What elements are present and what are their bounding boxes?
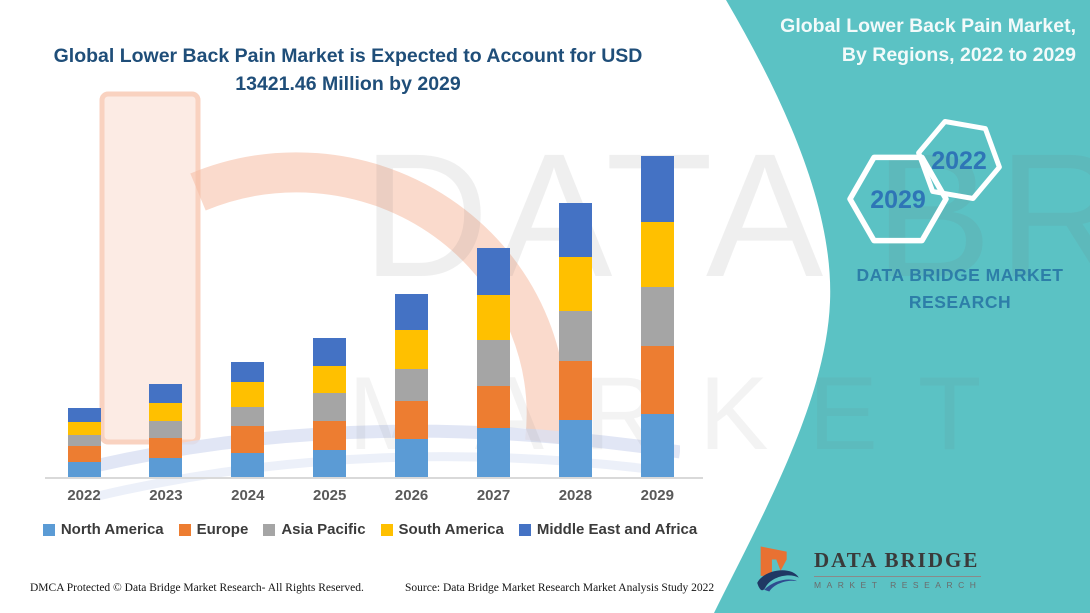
bar-segment-2025-europe (313, 421, 347, 450)
footer-dmca-text: DMCA Protected © Data Bridge Market Rese… (30, 582, 364, 594)
legend-swatch (263, 523, 276, 536)
x-axis-label-2026: 2026 (394, 487, 429, 504)
bar-segment-2024-south-america (231, 382, 265, 407)
x-axis-line (45, 477, 703, 479)
bar-segment-2026-europe (395, 401, 429, 439)
bar-segment-2026-middle-east-and-africa (395, 294, 429, 331)
bar-segment-2022-europe (67, 446, 101, 462)
x-axis-label-2028: 2028 (558, 487, 593, 504)
bar-segment-2023-europe (149, 438, 183, 458)
bar-segment-2023-south-america (149, 403, 183, 421)
legend-swatch (518, 523, 531, 536)
bar-segment-2029-south-america (640, 222, 674, 287)
legend-label: South America (398, 521, 504, 538)
legend-item-asia-pacific: Asia Pacific (263, 521, 366, 538)
bar-segment-2028-middle-east-and-africa (558, 203, 592, 258)
bar-segment-2027-asia-pacific (477, 340, 510, 386)
databridge-logo: DATA BRIDGE MARKET RESEARCH (752, 540, 982, 598)
bar-segment-2025-middle-east-and-africa (313, 338, 347, 366)
x-axis-label-2023: 2023 (149, 487, 183, 504)
bar-segment-2027-middle-east-and-africa (477, 248, 510, 296)
panel-title: Global Lower Back Pain Market, By Region… (780, 15, 1076, 67)
hexagon-years-graphic: 2029 2022 (847, 118, 1002, 244)
bar-segment-2029-middle-east-and-africa (640, 156, 674, 223)
bar-segment-2026-asia-pacific (395, 369, 429, 402)
bar-segment-2022-south-america (67, 422, 101, 435)
bar-segment-2023-asia-pacific (149, 421, 183, 438)
databridge-logo-text: DATA BRIDGE MARKET RESEARCH (814, 540, 982, 590)
legend-item-middle-east-and-africa: Middle East and Africa (518, 521, 698, 538)
chart-title: Global Lower Back Pain Market is Expecte… (53, 45, 643, 96)
bar-segment-2024-north-america (231, 453, 265, 477)
bar-segment-2024-europe (231, 426, 265, 453)
bar-segment-2027-europe (477, 386, 510, 428)
legend-swatch (42, 523, 55, 536)
bar-segment-2028-europe (558, 361, 592, 420)
bar-segment-2027-north-america (477, 428, 510, 477)
hexagon-2022: 2022 (916, 118, 1002, 202)
x-axis-label-2029: 2029 (640, 487, 674, 504)
hexagon-2029: 2029 (847, 154, 949, 244)
brand-panel-line2: RESEARCH (908, 292, 1012, 313)
bar-segment-2025-north-america (313, 449, 347, 477)
legend-label: Middle East and Africa (536, 521, 698, 538)
hex-year-2029: 2029 (870, 186, 926, 214)
brand-panel-line1: DATA BRIDGE MARKET (856, 265, 1064, 285)
logo-title: DATA BRIDGE (814, 548, 982, 577)
bar-segment-2022-asia-pacific (67, 435, 101, 446)
bar-segment-2028-north-america (558, 420, 592, 477)
legend-item-south-america: South America (380, 521, 504, 538)
bar-segment-2023-north-america (149, 458, 183, 477)
databridge-logo-icon (757, 546, 799, 592)
bar-segment-2028-south-america (558, 257, 592, 312)
bar-segment-2029-asia-pacific (640, 287, 674, 346)
logo-subtitle: MARKET RESEARCH (814, 580, 982, 590)
bar-segment-2027-south-america (477, 295, 510, 341)
footer-source-text: Source: Data Bridge Market Research Mark… (405, 582, 715, 594)
x-axis-label-2025: 2025 (313, 487, 347, 504)
hex-year-2022: 2022 (931, 147, 987, 175)
legend-swatch (380, 523, 393, 536)
legend-item-north-america: North America (42, 521, 164, 538)
legend-label: North America (60, 521, 164, 538)
legend-item-europe: Europe (178, 521, 249, 538)
watermark-text-line2: MARKET RESEARCH (348, 356, 1090, 472)
bar-segment-2029-north-america (640, 414, 674, 477)
legend-swatch (178, 523, 191, 536)
legend: North America Europe Asia Pacific South Ame… (25, 521, 715, 538)
brand-panel-text: DATA BRIDGE MARKET RESEARCH (845, 262, 1075, 316)
bar-segment-2023-middle-east-and-africa (149, 384, 183, 404)
bar-segment-2022-middle-east-and-africa (67, 408, 101, 422)
x-axis-label-2027: 2027 (476, 487, 511, 504)
x-axis-label-2022: 2022 (67, 487, 101, 504)
bar-segment-2024-asia-pacific (231, 407, 265, 426)
x-axis-label-2024: 2024 (231, 487, 265, 504)
bar-segment-2029-europe (640, 346, 674, 414)
bar-segment-2024-middle-east-and-africa (231, 362, 265, 383)
bar-segment-2025-south-america (313, 366, 347, 394)
legend-label: Europe (196, 521, 249, 538)
bar-segment-2026-south-america (395, 330, 429, 370)
bar-segment-2025-asia-pacific (313, 393, 347, 421)
bar-segment-2022-north-america (67, 462, 101, 477)
bar-segment-2026-north-america (395, 439, 429, 477)
bar-segment-2028-asia-pacific (558, 311, 592, 362)
legend-label: Asia Pacific (281, 521, 366, 538)
